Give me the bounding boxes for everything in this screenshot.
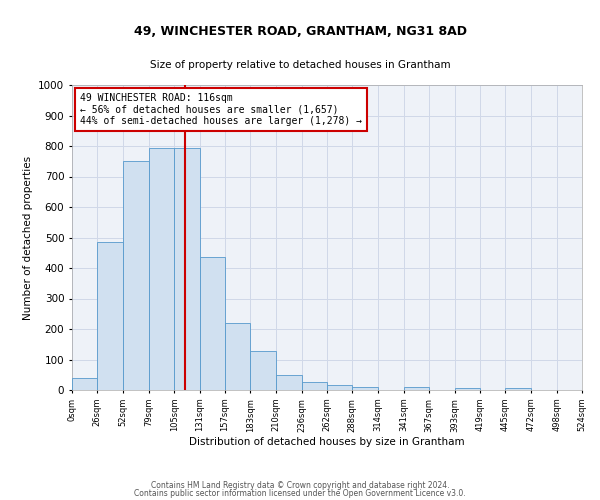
Text: Contains HM Land Registry data © Crown copyright and database right 2024.: Contains HM Land Registry data © Crown c… (151, 480, 449, 490)
Text: 49 WINCHESTER ROAD: 116sqm
← 56% of detached houses are smaller (1,657)
44% of s: 49 WINCHESTER ROAD: 116sqm ← 56% of deta… (80, 92, 362, 126)
Bar (199, 258, 225, 390)
Bar (404, 387, 429, 390)
Bar (352, 387, 377, 390)
Y-axis label: Number of detached properties: Number of detached properties (23, 156, 32, 320)
Text: 49, WINCHESTER ROAD, GRANTHAM, NG31 8AD: 49, WINCHESTER ROAD, GRANTHAM, NG31 8AD (133, 25, 467, 38)
Bar (225, 323, 250, 390)
Bar (327, 386, 352, 390)
X-axis label: Distribution of detached houses by size in Grantham: Distribution of detached houses by size … (189, 437, 465, 447)
Bar (277, 375, 302, 390)
Bar (505, 388, 532, 390)
Bar (122, 161, 149, 390)
Bar (97, 242, 122, 390)
Bar (250, 352, 277, 390)
Bar (72, 378, 97, 390)
Text: Size of property relative to detached houses in Grantham: Size of property relative to detached ho… (149, 60, 451, 70)
Bar (174, 148, 200, 390)
Bar (149, 148, 174, 390)
Bar (302, 382, 327, 390)
Bar (455, 388, 480, 390)
Text: Contains public sector information licensed under the Open Government Licence v3: Contains public sector information licen… (134, 489, 466, 498)
